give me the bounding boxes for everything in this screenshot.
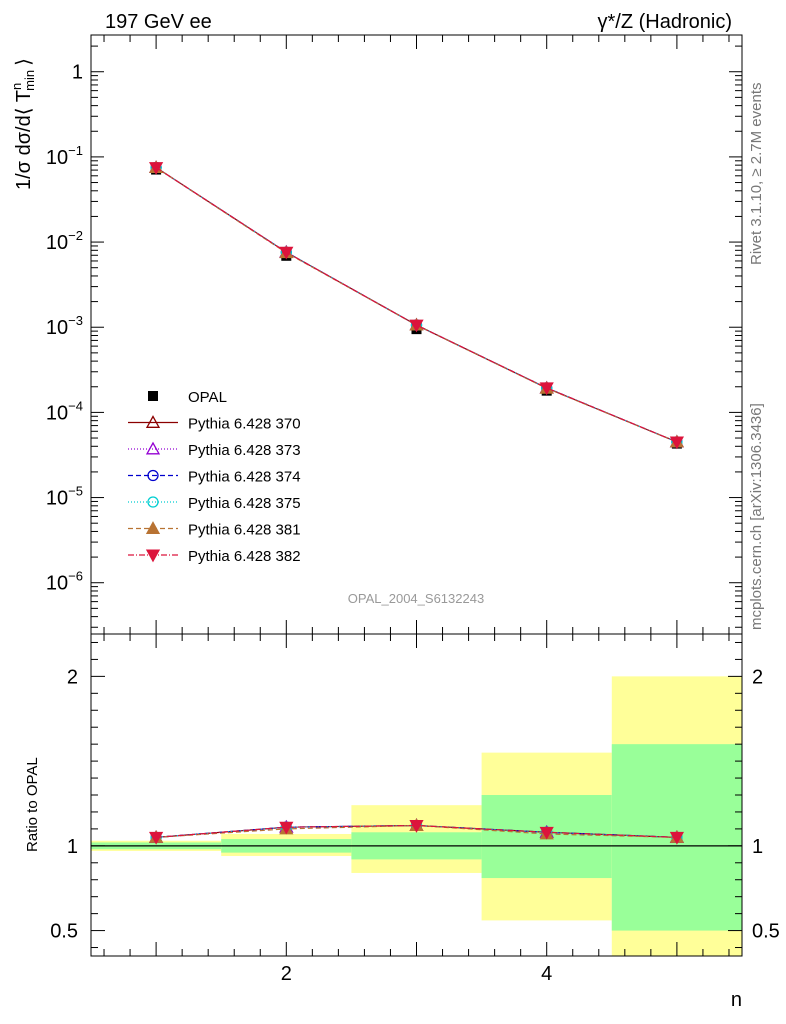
main-ytick-label: 1 <box>72 62 83 84</box>
ratio-ytick-label: 1 <box>67 836 78 858</box>
main-ylabel-sup: n <box>9 83 24 90</box>
svg-text:1/σ dσ/d⟨ Tnmin⟩: 1/σ dσ/d⟨ Tnmin ⟩ <box>9 58 37 190</box>
main-ytick-label: 10−1 <box>46 143 83 169</box>
main-ylabel: 1/σ dσ/d⟨ Tnmin ⟩ <box>9 58 37 190</box>
main-series-point <box>409 319 424 333</box>
ratio-series-point <box>279 821 294 835</box>
main-frame <box>90 34 743 635</box>
ratio-axis-ticks: 2 4 2 2 1 1 0.5 0.5 <box>50 634 780 985</box>
legend-label: Pythia 6.428 375 <box>188 495 301 512</box>
legend-label: Pythia 6.428 381 <box>188 522 301 539</box>
legend-marker <box>145 521 161 534</box>
main-ytick-label: 10−4 <box>46 398 83 424</box>
main-series-point <box>669 436 685 450</box>
ratio-ylabel: Ratio to OPAL <box>24 757 41 852</box>
main-series-point <box>148 162 164 175</box>
main-series-point <box>539 382 554 396</box>
legend-marker-opal <box>148 391 158 401</box>
legend: OPAL Pythia 6.428 370 Pythia 6.428 373 Pyth… <box>128 389 301 565</box>
ratio-xtick-label: 4 <box>541 963 552 985</box>
ratio-frame <box>90 633 743 957</box>
ratio-series-line <box>156 824 677 838</box>
main-series-line <box>155 167 678 443</box>
main-ylabel-close: ⟩ <box>13 58 35 66</box>
ratio-bands-layer <box>91 676 742 956</box>
ratio-ytick-label-right: 0.5 <box>752 921 780 943</box>
main-ytick-label: 10−3 <box>46 313 83 339</box>
legend-label: Pythia 6.428 374 <box>188 469 301 486</box>
legend-label: Pythia 6.428 382 <box>188 548 301 565</box>
mcplots-label: mcplots.cern.ch [arXiv:1306.3436] <box>748 403 765 630</box>
main-series-line <box>155 167 678 443</box>
legend-marker <box>145 549 161 563</box>
legend-label-opal: OPAL <box>188 389 227 406</box>
main-ytick-label: 10−5 <box>46 484 83 510</box>
main-series-line <box>155 167 678 443</box>
main-series-line <box>155 167 678 443</box>
ratio-xtick-label: 2 <box>281 963 292 985</box>
ratio-series-layer <box>148 818 685 845</box>
ratio-ytick-label: 0.5 <box>50 921 78 943</box>
rivet-label: Rivet 3.1.10, ≥ 2.7M events <box>748 83 765 266</box>
legend-label: Pythia 6.428 373 <box>188 442 301 459</box>
legend-marker <box>147 496 159 508</box>
main-series-layer <box>148 160 685 450</box>
main-series-line <box>155 167 678 443</box>
main-ytick-label: 10−2 <box>46 228 83 254</box>
header-right: γ*/Z (Hadronic) <box>598 11 732 33</box>
ratio-ytick-label-right: 2 <box>752 666 763 688</box>
x-axis-label: n <box>731 989 742 1011</box>
legend-label: Pythia 6.428 370 <box>188 416 301 433</box>
main-ylabel-sub: min <box>22 70 37 91</box>
ratio-series-line <box>156 824 677 838</box>
legend-marker <box>145 441 161 455</box>
ratio-series-point <box>409 820 424 833</box>
ratio-ytick-label-right: 1 <box>752 836 763 858</box>
ratio-series-point <box>539 826 554 840</box>
main-axis-ticks: 1 10−1 10−2 10−3 10−4 10−5 10−6 <box>46 35 742 634</box>
main-series-point <box>279 246 294 260</box>
analysis-watermark: OPAL_2004_S6132243 <box>348 591 484 606</box>
legend-marker <box>147 469 159 482</box>
ratio-ytick-label: 2 <box>67 666 78 688</box>
main-ylabel-text: 1/σ dσ/d⟨ T <box>13 90 35 190</box>
header-left: 197 GeV ee <box>105 11 212 33</box>
ratio-series-point <box>669 831 685 845</box>
ratio-series-point <box>148 831 164 845</box>
main-ytick-label: 10−6 <box>46 569 83 595</box>
main-series-line <box>155 167 678 443</box>
legend-marker <box>145 415 161 428</box>
